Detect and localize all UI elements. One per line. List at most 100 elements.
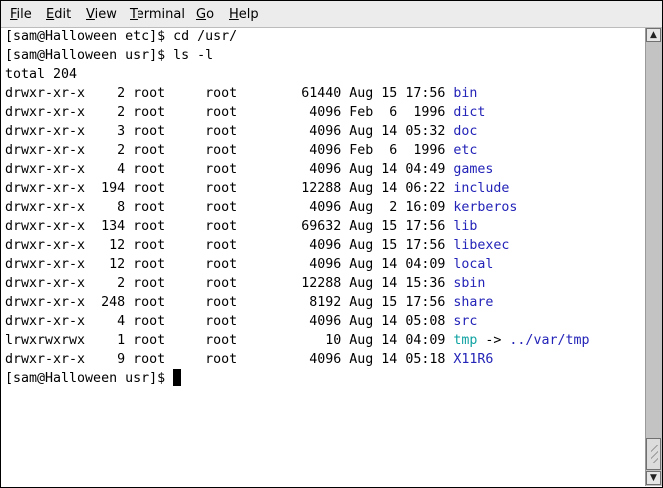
entry-size: 4096 [277, 257, 350, 272]
entry-perm: drwxr-xr-x [5, 105, 94, 120]
entry-perm: drwxr-xr-x [5, 295, 94, 310]
total-line: total 204 [5, 67, 78, 82]
entry-perm: drwxr-xr-x [5, 200, 94, 215]
menu-mnemonic: E [46, 7, 55, 22]
menu-help[interactable]: Help H [229, 7, 259, 22]
entry-date: Aug 2 16:09 [349, 200, 454, 215]
vertical-scrollbar[interactable]: ▲ ▼ [645, 28, 662, 486]
entry-owner: root [133, 238, 206, 253]
entry-size: 12288 [277, 276, 350, 291]
entry-group: root [205, 143, 278, 158]
entry-name: sbin [453, 276, 486, 291]
entry-group: root [205, 276, 278, 291]
entry-perm: drwxr-xr-x [5, 86, 94, 101]
command-line: [sam@Halloween etc]$ cd /usr/ [5, 29, 238, 44]
entry-name: doc [453, 124, 478, 139]
entry-date: Aug 14 15:36 [349, 276, 454, 291]
entry-group: root [205, 105, 278, 120]
entry-date: Aug 14 04:09 [349, 333, 454, 348]
entry-size: 69632 [277, 219, 350, 234]
listing-row: drwxr-xr-x 8 root root 4096 Aug 2 16:09 … [5, 198, 643, 217]
entry-date: Aug 15 17:56 [349, 219, 454, 234]
entry-owner: root [133, 200, 206, 215]
listing-row: drwxr-xr-x 3 root root 4096 Aug 14 05:32… [5, 122, 643, 141]
entry-links: 2 [93, 86, 134, 101]
menu-edit[interactable]: Edit E [46, 7, 71, 22]
entry-perm: drwxr-xr-x [5, 257, 94, 272]
entry-links: 4 [93, 162, 134, 177]
entry-size: 10 [277, 333, 350, 348]
entry-name: etc [453, 143, 478, 158]
entry-group: root [205, 86, 278, 101]
entry-date: Aug 14 05:32 [349, 124, 454, 139]
entry-owner: root [133, 333, 206, 348]
entry-name: include [453, 181, 510, 196]
entry-links: 2 [93, 105, 134, 120]
entry-group: root [205, 333, 278, 348]
entry-perm: lrwxrwxrwx [5, 333, 94, 348]
menu-mnemonic: F [10, 7, 18, 22]
menu-file[interactable]: File F [10, 7, 32, 22]
entry-size: 61440 [277, 86, 350, 101]
listing-row: drwxr-xr-x 2 root root 4096 Feb 6 1996 e… [5, 141, 643, 160]
entry-size: 4096 [277, 105, 350, 120]
menu-terminal[interactable]: Terminal T [130, 7, 185, 22]
entry-perm: drwxr-xr-x [5, 352, 94, 367]
entry-date: Aug 15 17:56 [349, 86, 454, 101]
menu-mnemonic: G [196, 7, 207, 22]
entry-perm: drwxr-xr-x [5, 314, 94, 329]
listing-row: drwxr-xr-x 2 root root 12288 Aug 14 15:3… [5, 274, 643, 293]
menu-go[interactable]: GoG [196, 7, 214, 22]
entry-group: root [205, 181, 278, 196]
entry-date: Aug 14 06:22 [349, 181, 454, 196]
entry-size: 4096 [277, 143, 350, 158]
entry-links: 194 [93, 181, 134, 196]
entry-group: root [205, 238, 278, 253]
entry-size: 4096 [277, 352, 350, 367]
entry-group: root [205, 295, 278, 310]
entry-name: bin [453, 86, 478, 101]
symlink-arrow: -> [477, 333, 510, 348]
entry-owner: root [133, 257, 206, 272]
scrollbar-thumb[interactable] [646, 438, 661, 470]
entry-owner: root [133, 181, 206, 196]
prompt-line: [sam@Halloween usr]$ [5, 369, 643, 388]
entry-perm: drwxr-xr-x [5, 181, 94, 196]
entry-size: 4096 [277, 200, 350, 215]
scroll-down-arrow-icon[interactable]: ▼ [646, 471, 661, 485]
entry-date: Aug 14 04:09 [349, 257, 454, 272]
entry-name: tmp [453, 333, 478, 348]
scroll-up-arrow-icon[interactable]: ▲ [646, 28, 661, 42]
entry-links: 8 [93, 200, 134, 215]
entry-owner: root [133, 105, 206, 120]
entry-links: 12 [93, 257, 134, 272]
menu-label: Terminal [130, 7, 185, 22]
ls-listing: drwxr-xr-x 2 root root 61440 Aug 15 17:5… [5, 84, 643, 369]
entry-name: kerberos [453, 200, 518, 215]
entry-links: 12 [93, 238, 134, 253]
prompt: [sam@Halloween usr]$ [5, 371, 174, 386]
command-line: [sam@Halloween usr]$ ls -l [5, 48, 214, 63]
entry-links: 9 [93, 352, 134, 367]
entry-date: Aug 14 04:49 [349, 162, 454, 177]
entry-group: root [205, 219, 278, 234]
entry-links: 248 [93, 295, 134, 310]
entry-size: 4096 [277, 162, 350, 177]
menu-view[interactable]: View V [86, 7, 117, 22]
listing-row: drwxr-xr-x 134 root root 69632 Aug 15 17… [5, 217, 643, 236]
entry-size: 4096 [277, 238, 350, 253]
entry-links: 3 [93, 124, 134, 139]
entry-date: Aug 14 05:18 [349, 352, 454, 367]
entry-links: 1 [93, 333, 134, 348]
menu-mnemonic: V [86, 7, 95, 22]
entry-owner: root [133, 352, 206, 367]
listing-row: drwxr-xr-x 4 root root 4096 Aug 14 05:08… [5, 312, 643, 331]
entry-owner: root [133, 124, 206, 139]
entry-links: 134 [93, 219, 134, 234]
entry-owner: root [133, 143, 206, 158]
listing-row: drwxr-xr-x 194 root root 12288 Aug 14 06… [5, 179, 643, 198]
entry-name: src [453, 314, 478, 329]
terminal-output[interactable]: [sam@Halloween etc]$ cd /usr/ [sam@Hallo… [5, 27, 643, 485]
symlink-target: ../var/tmp [509, 333, 590, 348]
